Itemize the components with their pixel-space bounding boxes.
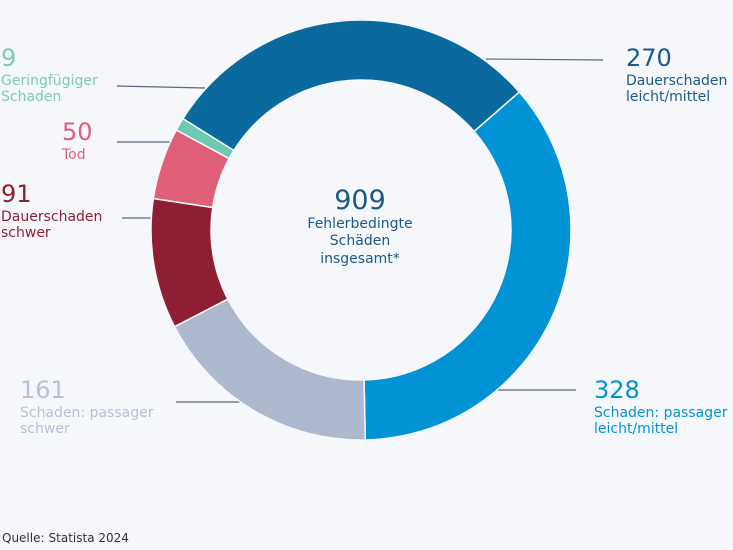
total-caption: Fehlerbedingte Schäden insgesamt* <box>307 215 413 267</box>
total-value: 909 <box>334 185 386 216</box>
slice-value: 328 <box>594 376 640 404</box>
donut-slice <box>181 19 521 152</box>
label-schaden-passager-schwer: 161 Schaden: passager schwer <box>20 376 154 438</box>
slice-name: Dauerschaden schwer <box>1 209 103 242</box>
donut-slice <box>363 90 572 441</box>
slice-value: 161 <box>20 376 66 404</box>
label-geringfuegiger-schaden: 9 Geringfügiger Schaden <box>1 44 98 106</box>
source-value: Statista 2024 <box>48 531 129 545</box>
label-dauerschaden-leicht: 270 Dauerschaden leicht/mittel <box>626 44 728 106</box>
leader-line <box>116 85 206 89</box>
label-dauerschaden-schwer: 91 Dauerschaden schwer <box>1 180 103 242</box>
slice-name: Schaden: passager leicht/mittel <box>594 405 728 438</box>
slice-name: Schaden: passager schwer <box>20 405 154 438</box>
source-note: Quelle: Statista 2024 <box>2 531 129 545</box>
label-schaden-passager-leicht: 328 Schaden: passager leicht/mittel <box>594 376 728 438</box>
donut-slice <box>175 117 235 160</box>
slice-value: 91 <box>1 180 32 208</box>
slice-value: 270 <box>626 44 672 72</box>
slice-value: 9 <box>1 44 17 72</box>
label-tod: 50 Tod <box>62 118 93 164</box>
source-label: Quelle: <box>2 531 45 545</box>
slice-name: Geringfügiger Schaden <box>1 73 98 106</box>
donut-slice <box>173 298 367 441</box>
slices <box>150 19 572 441</box>
slice-name: Dauerschaden leicht/mittel <box>626 73 728 106</box>
leader-line <box>485 58 604 61</box>
slice-value: 50 <box>62 118 93 146</box>
slice-name: Tod <box>62 147 86 164</box>
center-label: 909 Fehlerbedingte Schäden insgesamt* <box>290 186 430 268</box>
leader-lines <box>116 58 604 403</box>
